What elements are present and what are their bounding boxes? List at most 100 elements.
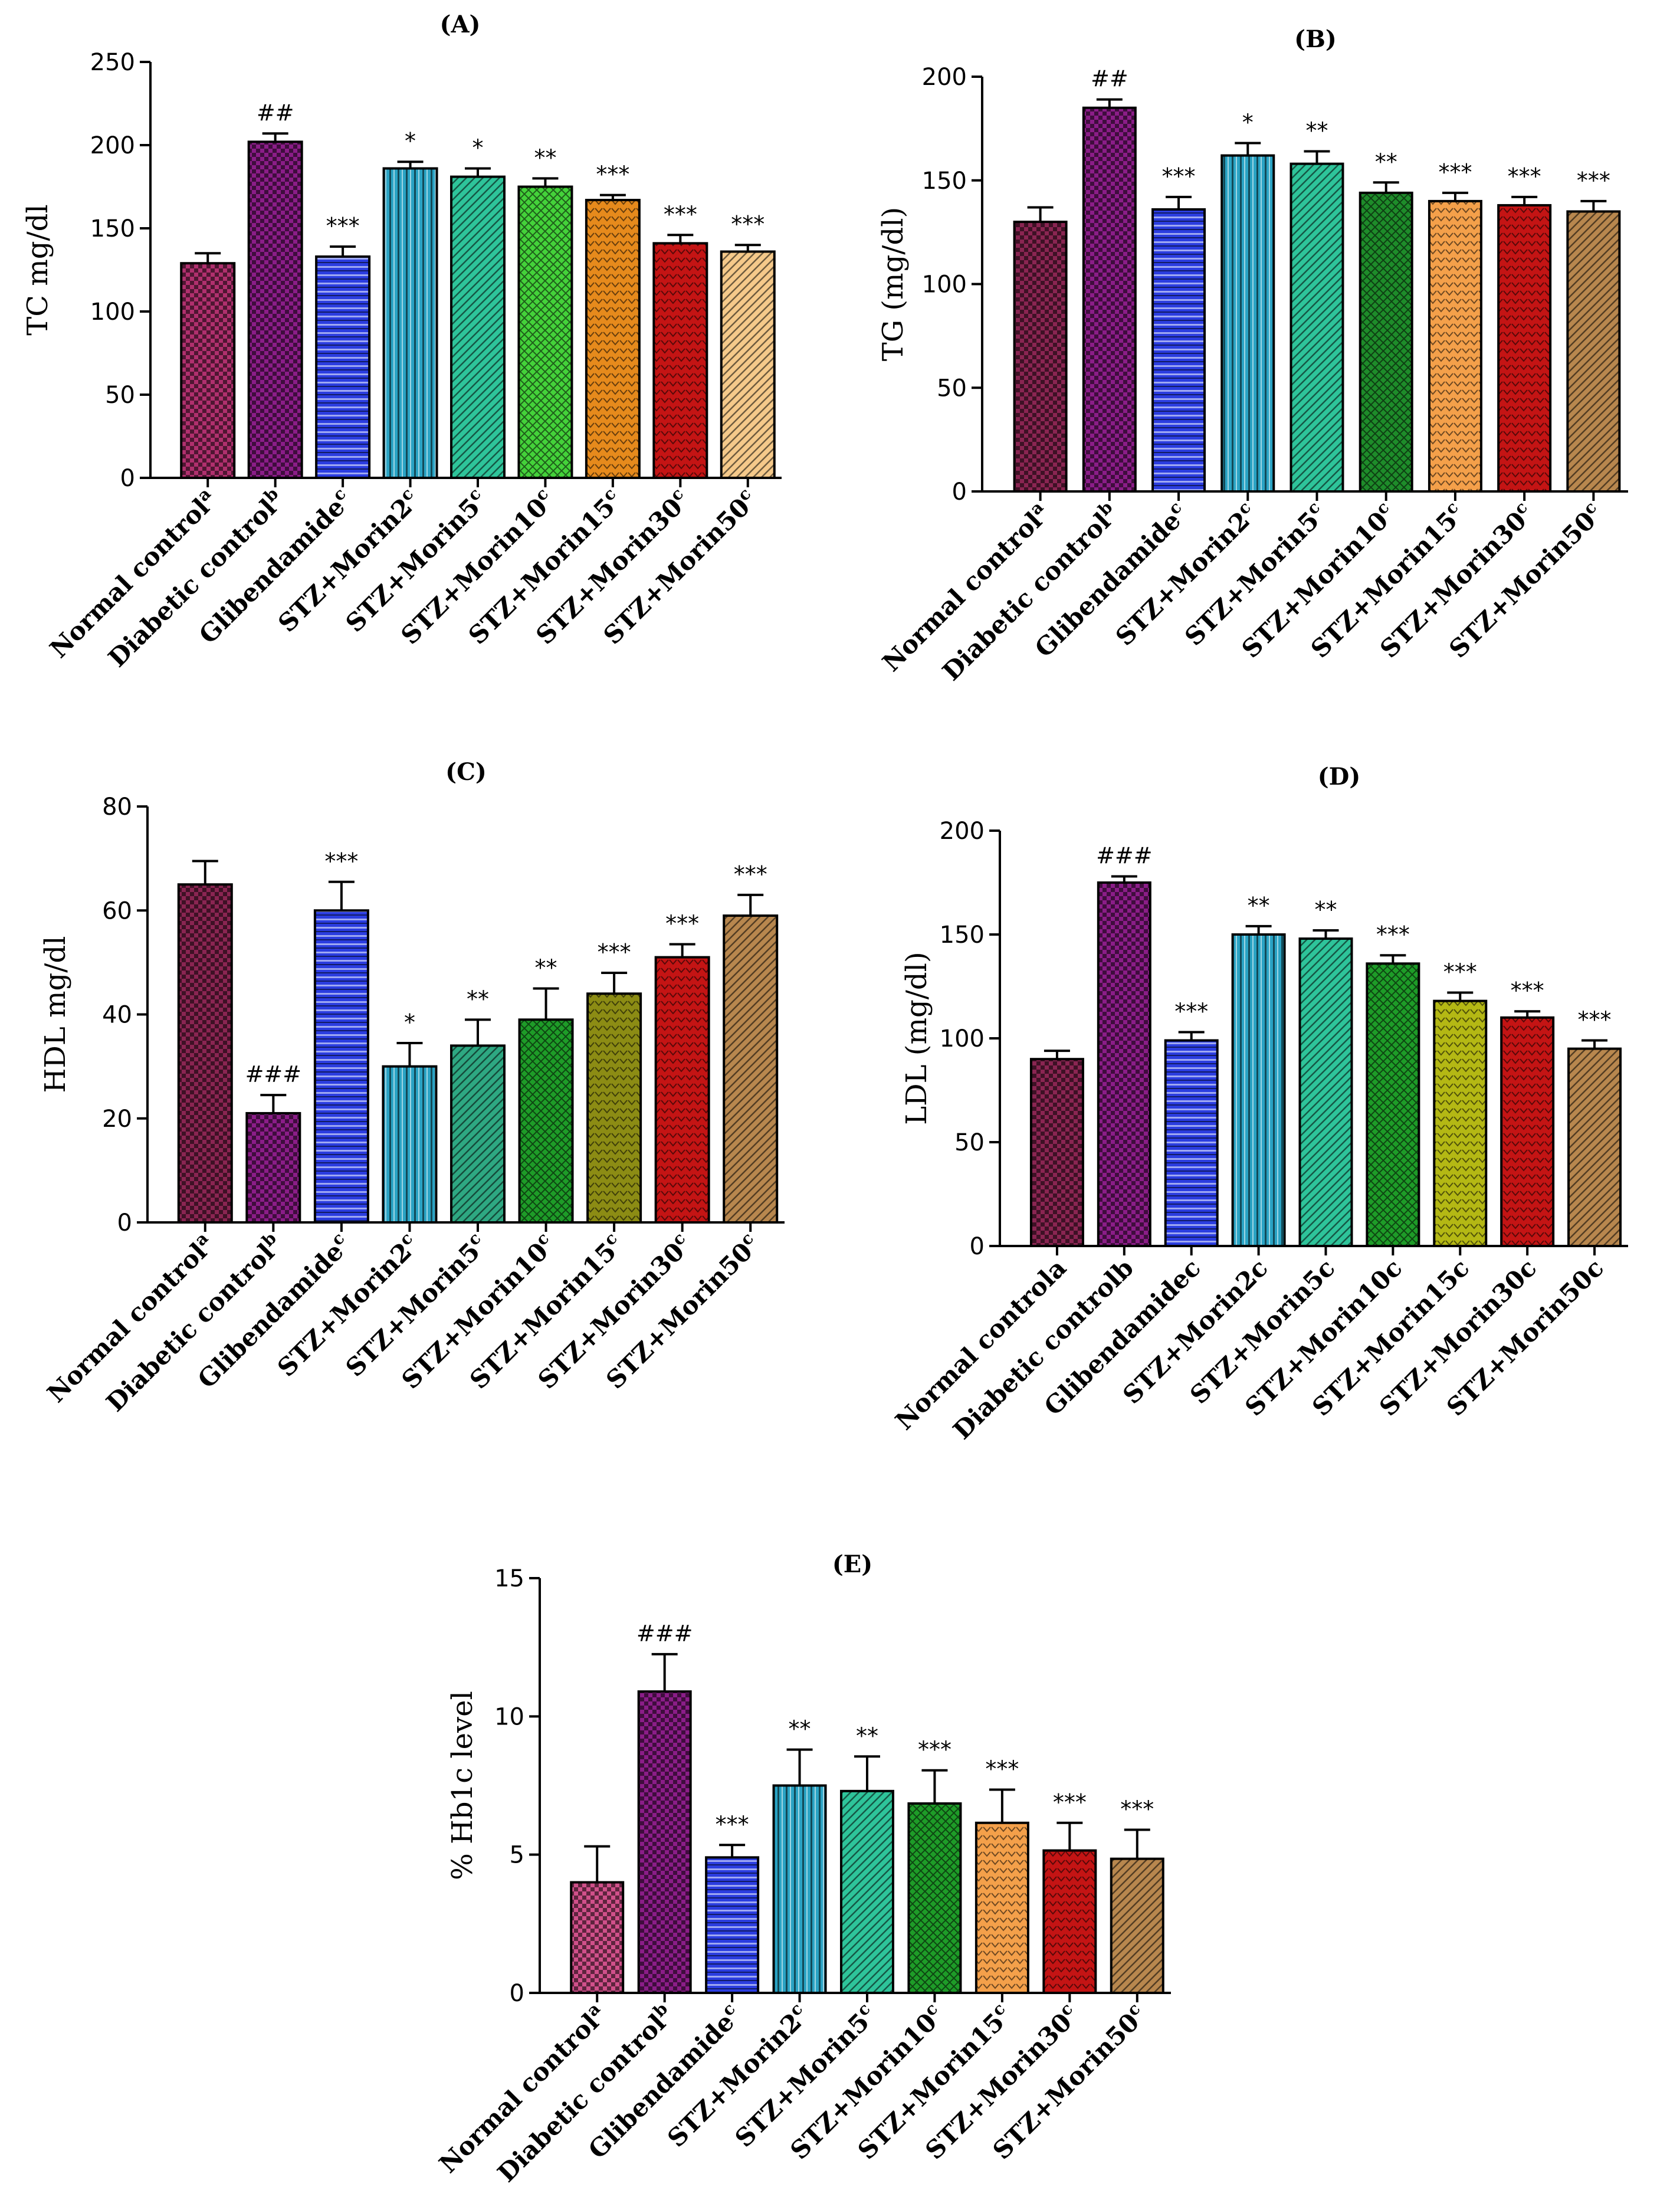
significance-label: ***: [1577, 168, 1610, 194]
significance-label: *: [1242, 109, 1254, 135]
bar-B-7: [1428, 199, 1482, 493]
significance-label: ***: [664, 201, 697, 227]
panel-title: (D): [1318, 763, 1361, 791]
significance-label: ***: [1053, 1789, 1087, 1815]
significance-label: ##: [257, 100, 294, 126]
significance-label: **: [1248, 893, 1270, 919]
y-tick-label: 60: [102, 897, 132, 924]
bar-D-1: [1029, 1058, 1084, 1247]
bar-C-8: [654, 956, 710, 1224]
significance-label: ***: [1376, 922, 1410, 947]
significance-label: ***: [1511, 978, 1544, 1004]
bar-E-5: [840, 1789, 894, 1994]
significance-label: ***: [596, 162, 629, 188]
panel-title: (B): [1294, 25, 1337, 53]
bar-D-2: [1097, 881, 1151, 1247]
y-tick-label: 15: [494, 1565, 524, 1592]
bar-B-1: [1013, 221, 1068, 493]
bar-A-8: [652, 242, 708, 479]
y-tick-label: 100: [922, 271, 967, 299]
bar-B-6: [1359, 191, 1413, 493]
significance-label: ***: [1162, 163, 1196, 189]
bar-B-3: [1151, 208, 1206, 493]
y-axis-title: TC mg/dl: [21, 204, 54, 336]
significance-label: ###: [245, 1061, 302, 1087]
significance-label: ***: [1508, 163, 1541, 189]
bar-A-4: [382, 167, 438, 480]
y-tick-label: 0: [120, 465, 135, 492]
bar-D-4: [1231, 933, 1286, 1247]
y-tick-label: 250: [90, 49, 135, 76]
bar-D-5: [1298, 937, 1353, 1248]
significance-label: *: [404, 1009, 415, 1035]
bar-A-1: [180, 262, 236, 479]
bar-A-3: [315, 255, 371, 479]
bar-C-4: [382, 1065, 438, 1224]
y-tick-label: 0: [970, 1233, 985, 1260]
significance-label: ###: [636, 1621, 693, 1647]
y-tick-label: 10: [494, 1703, 524, 1730]
y-tick-label: 100: [90, 299, 135, 326]
significance-label: ***: [1120, 1796, 1154, 1822]
significance-label: ***: [716, 1811, 749, 1837]
significance-label: ***: [1443, 959, 1477, 985]
panel-title: (C): [445, 758, 487, 786]
bar-A-5: [450, 175, 506, 479]
bar-E-8: [1042, 1849, 1097, 1995]
y-tick-label: 150: [940, 922, 985, 949]
significance-label: ***: [665, 911, 699, 937]
significance-label: ***: [326, 213, 360, 239]
bar-C-5: [450, 1044, 506, 1224]
bar-C-2: [245, 1111, 301, 1224]
bar-A-2: [247, 140, 303, 480]
y-tick-label: 100: [940, 1025, 985, 1052]
significance-label: ***: [734, 861, 767, 887]
bar-E-3: [705, 1856, 760, 1994]
significance-label: ***: [1578, 1007, 1612, 1033]
bar-E-9: [1110, 1857, 1164, 1995]
y-tick-label: 0: [510, 1980, 524, 2007]
significance-label: **: [534, 145, 556, 170]
bar-C-7: [586, 992, 642, 1224]
significance-label: ***: [1438, 159, 1472, 185]
y-tick-label: 0: [117, 1209, 132, 1237]
y-tick-label: 200: [940, 818, 985, 845]
y-tick-label: 150: [922, 168, 967, 195]
y-tick-label: 200: [90, 132, 135, 159]
bar-E-2: [637, 1690, 692, 1994]
significance-label: **: [789, 1716, 811, 1742]
y-tick-label: 200: [922, 64, 967, 91]
y-axis-title: TG (mg/dl): [877, 207, 910, 362]
significance-label: ###: [1096, 842, 1153, 868]
bar-B-2: [1082, 106, 1137, 493]
significance-label: ***: [324, 848, 358, 874]
y-tick-label: 40: [102, 1002, 132, 1029]
significance-label: *: [405, 128, 416, 154]
bar-E-1: [570, 1881, 625, 1995]
y-tick-label: 50: [105, 382, 135, 409]
significance-label: **: [1306, 118, 1328, 144]
y-axis-title: HDL mg/dl: [39, 936, 72, 1093]
y-tick-label: 50: [937, 375, 967, 402]
panel-title: (A): [440, 11, 481, 38]
bar-D-8: [1500, 1016, 1555, 1248]
y-tick-label: 0: [952, 478, 967, 506]
bar-A-9: [720, 250, 776, 479]
bar-E-6: [907, 1802, 962, 1995]
y-tick-label: 20: [102, 1106, 132, 1133]
significance-label: ##: [1091, 66, 1128, 92]
bar-C-1: [177, 883, 233, 1224]
y-axis-title: LDL (mg/dl): [900, 952, 933, 1124]
bar-D-9: [1567, 1047, 1622, 1247]
bar-B-5: [1289, 162, 1344, 493]
bar-D-7: [1433, 999, 1488, 1247]
significance-label: **: [1375, 149, 1397, 175]
bar-B-9: [1566, 210, 1621, 493]
y-tick-label: 80: [102, 793, 132, 821]
significance-label: ***: [1174, 998, 1208, 1024]
